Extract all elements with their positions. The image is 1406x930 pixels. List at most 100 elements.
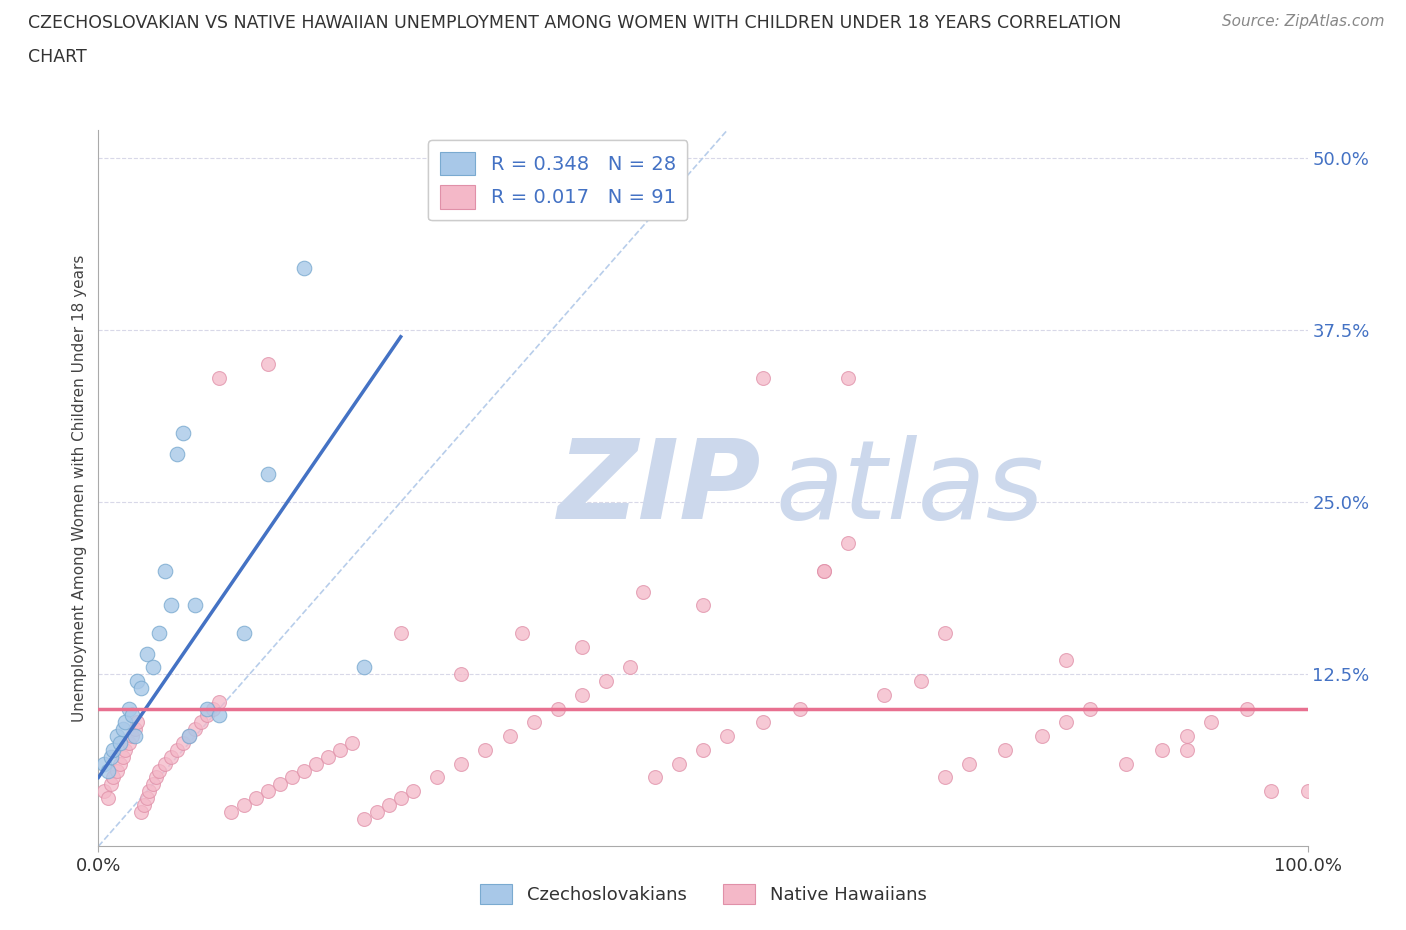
Point [389,790,412,805]
Point [114,742,136,757]
Point [474,742,496,757]
Point [934,770,956,785]
Text: atlas: atlas [776,434,1045,542]
Point [129,681,152,696]
Point [160,598,183,613]
Point [377,798,399,813]
Point [172,736,194,751]
Point [127,673,149,688]
Point [232,625,254,640]
Point [571,687,593,702]
Point [208,371,231,386]
Point [118,701,141,716]
Point [145,770,167,785]
Point [1175,742,1198,757]
Point [292,260,315,275]
Point [1236,701,1258,716]
Point [129,804,152,819]
Point [93,784,115,799]
Point [269,777,291,791]
Point [1054,653,1077,668]
Point [402,784,425,799]
Point [426,770,449,785]
Point [353,660,375,675]
Point [232,798,254,813]
Point [510,625,533,640]
Point [208,708,231,723]
Point [97,764,120,778]
Text: Source: ZipAtlas.com: Source: ZipAtlas.com [1222,14,1385,29]
Text: CZECHOSLOVAKIAN VS NATIVE HAWAIIAN UNEMPLOYMENT AMONG WOMEN WITH CHILDREN UNDER : CZECHOSLOVAKIAN VS NATIVE HAWAIIAN UNEMP… [28,14,1122,32]
Point [934,625,956,640]
Point [450,667,472,682]
Point [752,371,775,386]
Point [813,564,835,578]
Point [221,804,243,819]
Point [256,784,278,799]
Point [148,764,170,778]
Text: ZIP: ZIP [558,434,762,542]
Point [160,750,183,764]
Point [837,371,859,386]
Point [108,756,131,771]
Point [179,729,201,744]
Point [127,715,149,730]
Text: CHART: CHART [28,48,87,66]
Point [1152,742,1174,757]
Point [668,756,690,771]
Point [1054,715,1077,730]
Point [184,598,207,613]
Point [166,446,188,461]
Point [108,736,131,751]
Point [366,804,388,819]
Point [957,756,980,771]
Point [571,639,593,654]
Point [93,756,115,771]
Point [190,715,212,730]
Legend: Czechoslovakians, Native Hawaiians: Czechoslovakians, Native Hawaiians [472,876,934,911]
Point [153,756,176,771]
Point [100,750,122,764]
Point [105,729,128,744]
Point [135,646,157,661]
Point [644,770,666,785]
Point [195,708,218,723]
Point [716,729,738,744]
Point [101,742,124,757]
Point [752,715,775,730]
Point [208,695,231,710]
Point [202,701,225,716]
Point [124,729,146,744]
Point [910,673,932,688]
Point [118,736,141,751]
Point [101,770,124,785]
Point [135,790,157,805]
Point [631,584,654,599]
Point [172,426,194,441]
Point [1175,729,1198,744]
Point [138,784,160,799]
Point [1199,715,1222,730]
Point [1296,784,1319,799]
Point [1078,701,1101,716]
Point [547,701,569,716]
Point [329,742,352,757]
Point [595,673,617,688]
Point [105,764,128,778]
Point [281,770,304,785]
Point [1115,756,1137,771]
Y-axis label: Unemployment Among Women with Children Under 18 years: Unemployment Among Women with Children U… [72,255,87,722]
Point [498,729,520,744]
Point [305,756,328,771]
Point [245,790,267,805]
Point [134,798,156,813]
Point [389,625,412,640]
Point [316,750,339,764]
Point [450,756,472,771]
Point [121,729,143,744]
Point [142,660,165,675]
Point [292,764,315,778]
Point [619,660,641,675]
Point [100,777,122,791]
Point [353,811,375,826]
